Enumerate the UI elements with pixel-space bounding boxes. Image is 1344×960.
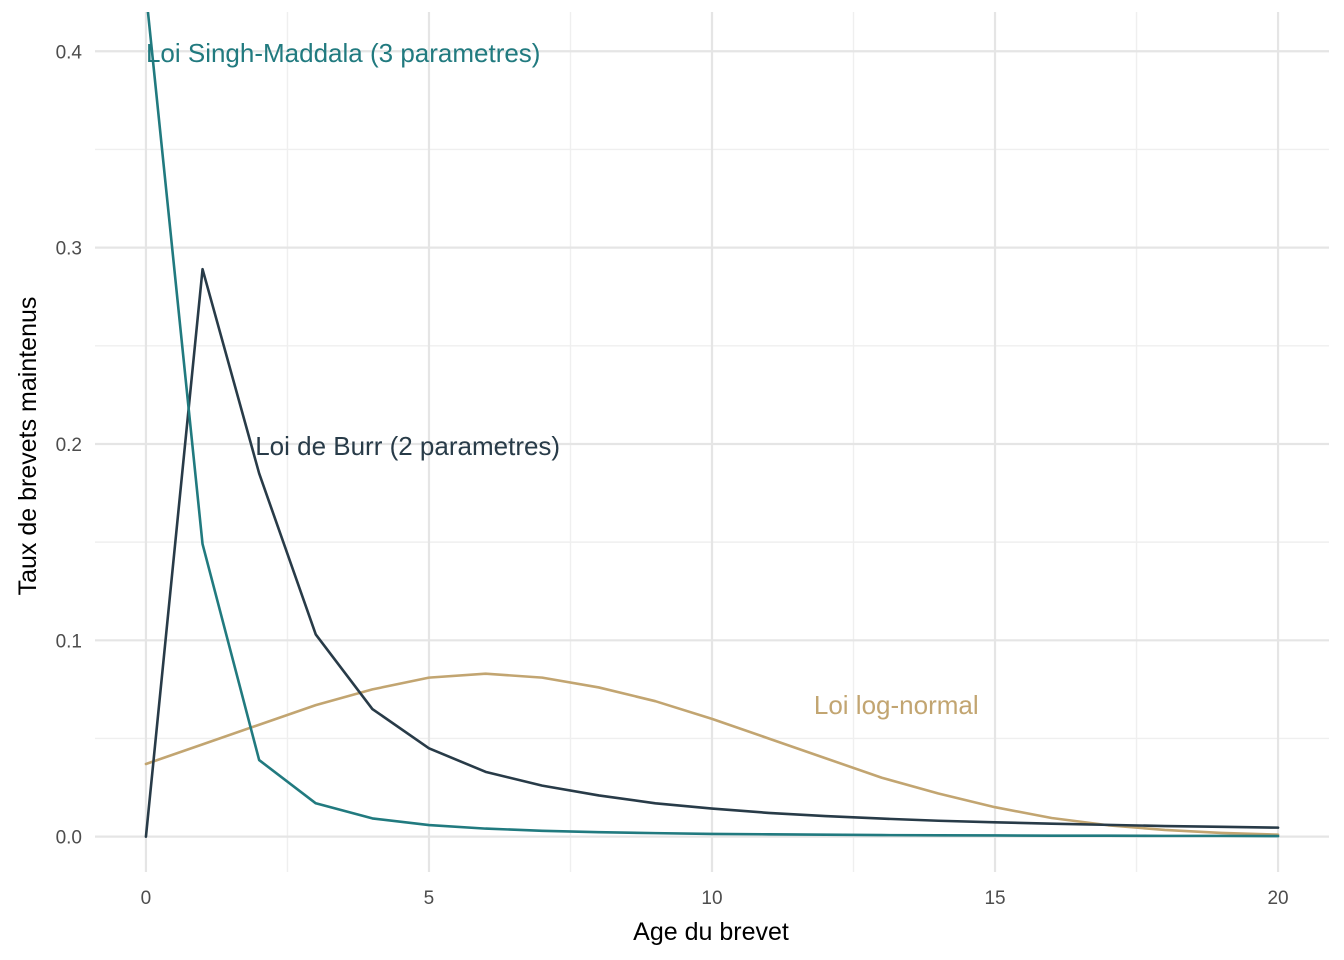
series-labels: Loi Singh-Maddala (3 parametres) Loi de B…	[146, 38, 979, 720]
series-line	[146, 12, 1280, 838]
series-label: Loi Singh-Maddala (3 parametres)	[146, 38, 541, 68]
y-tick-label: 0.3	[56, 239, 82, 260]
x-axis-title: Age du brevet	[633, 918, 789, 946]
y-tick-label: 0.4	[56, 42, 83, 63]
x-tick-label: 15	[984, 888, 1005, 909]
x-tick-label: 0	[141, 888, 152, 909]
x-axis-tick-labels: 0 5 10 15 20	[141, 888, 1289, 909]
y-tick-label: 0.0	[56, 828, 82, 849]
x-tick-label: 5	[424, 888, 435, 909]
y-tick-label: 0.2	[56, 435, 82, 456]
x-tick-label: 20	[1267, 888, 1288, 909]
series-label: Loi log-normal	[814, 690, 979, 720]
series-label: Loi de Burr (2 parametres)	[255, 431, 560, 461]
y-axis-title: Taux de brevets maintenus	[14, 297, 42, 596]
series-line	[144, 267, 1280, 838]
series-lines	[144, 12, 1280, 838]
y-tick-label: 0.1	[56, 631, 82, 652]
series-line	[144, 672, 1280, 836]
y-axis-tick-labels: 0.0 0.1 0.2 0.3 0.4	[56, 42, 83, 848]
x-tick-label: 10	[701, 888, 722, 909]
